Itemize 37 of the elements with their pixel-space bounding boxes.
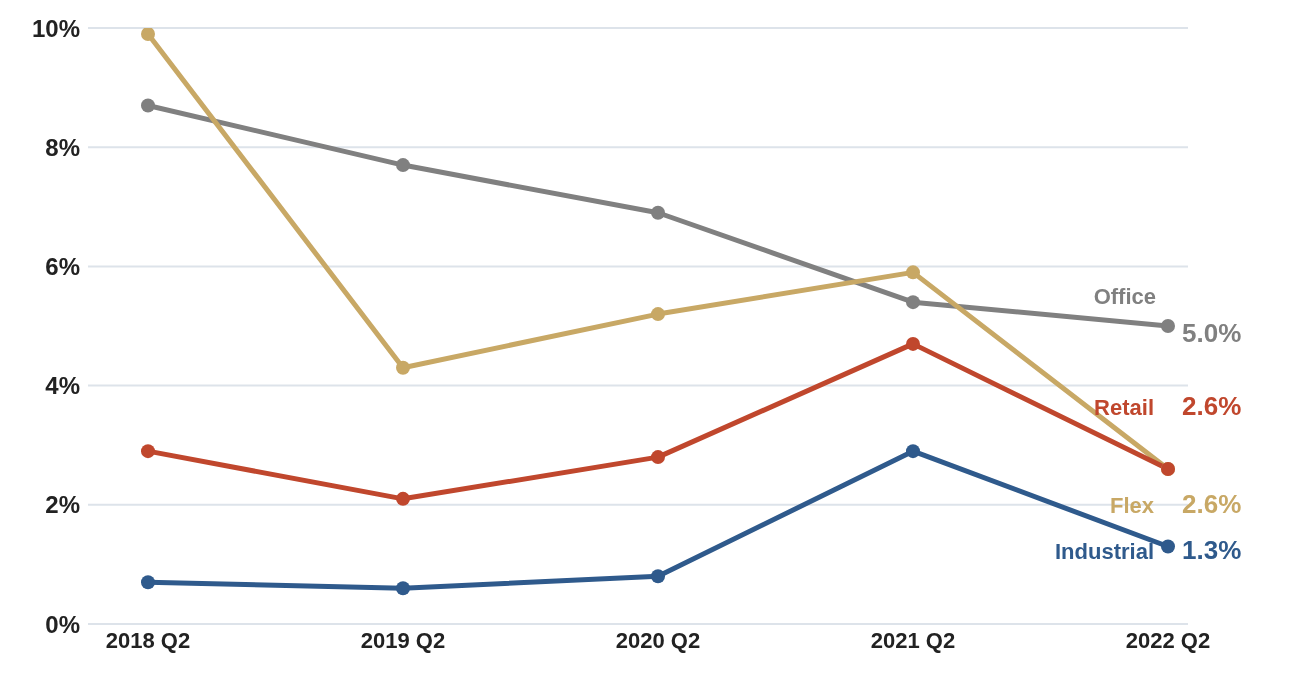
y-tick-label: 4%: [45, 372, 80, 400]
series-label: Office: [1093, 284, 1156, 309]
x-tick-label: 2021 Q2: [870, 627, 956, 653]
point: [141, 98, 155, 113]
point: [141, 444, 155, 459]
data-label: 5.0%: [1182, 318, 1242, 348]
y-tick-label: 2%: [45, 491, 80, 519]
point: [906, 336, 920, 351]
x-tick-label: 2019 Q2: [360, 627, 446, 653]
series-label: Industrial: [1054, 538, 1154, 564]
x-tick-label: 2022 Q2: [1125, 627, 1211, 653]
series-label: Retail: [1094, 395, 1154, 421]
point: [906, 444, 920, 459]
data-label: 2.6%: [1182, 489, 1242, 520]
point: [906, 295, 920, 310]
point: [1161, 539, 1175, 554]
point: [651, 450, 665, 465]
data-label: 2.6%: [1182, 391, 1242, 422]
point: [906, 265, 920, 280]
point: [396, 491, 410, 506]
y-tick-label: 0%: [45, 610, 80, 638]
point: [651, 569, 665, 584]
point: [1161, 319, 1175, 333]
x-tick-label: 2018 Q2: [105, 627, 191, 653]
point: [396, 360, 410, 375]
point: [396, 158, 410, 173]
y-tick-label: 6%: [45, 252, 80, 280]
point: [396, 581, 410, 596]
point: [651, 205, 665, 220]
point: [141, 575, 155, 590]
x-tick-label: 2020 Q2: [615, 627, 701, 653]
series-label: Flex: [1109, 493, 1155, 519]
y-tick-label: 10%: [31, 14, 80, 42]
y-tick-label: 8%: [45, 133, 80, 161]
data-label: 1.3%: [1182, 534, 1242, 565]
point: [651, 307, 665, 322]
point: [141, 28, 155, 41]
